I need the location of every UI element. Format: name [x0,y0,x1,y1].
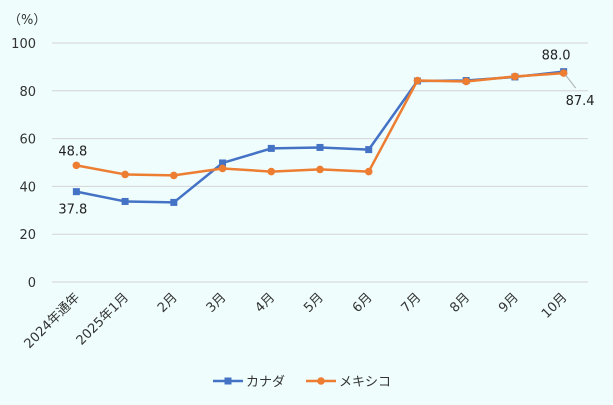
x-tick-label: 8月 [447,290,473,316]
y-tick-label: 80 [19,85,36,100]
legend-square-marker-icon [224,377,232,385]
data-label: 48.8 [58,144,87,159]
legend-label: カナダ [246,375,285,390]
y-tick-label: 100 [11,37,36,52]
data-point-marker [219,159,227,167]
data-point-marker [511,72,519,81]
y-tick-label: 40 [19,180,36,195]
data-point-marker [170,171,178,180]
data-point-marker [267,144,275,152]
data-point-marker [462,77,470,86]
data-label: 87.4 [566,94,595,109]
x-tick-label: 2月 [155,290,181,316]
x-tick-label: 2024年通年 [22,290,84,352]
data-point-marker [218,164,227,173]
y-tick-label: 0 [28,276,36,291]
data-point-marker [316,143,324,151]
data-point-marker [72,188,80,196]
y-tick-label: 60 [19,133,36,148]
legend-circle-marker-icon [317,377,325,385]
x-tick-label: 5月 [301,290,327,316]
data-point-marker [413,76,422,85]
x-tick-label: 9月 [496,290,522,316]
data-point-marker [72,161,81,170]
y-tick-label: 20 [19,228,36,243]
x-tick-label: 2025年1月 [74,290,132,348]
data-point-marker [267,167,276,176]
data-point-marker [559,69,568,77]
data-label: 88.0 [542,49,571,64]
x-tick-label: 7月 [399,290,425,316]
data-point-marker [121,170,129,179]
series-line-mexico [76,71,564,177]
y-axis-unit-label: （%） [8,13,46,28]
data-point-marker [121,197,129,205]
data-label-leader-line [565,74,577,89]
x-tick-label: 10月 [539,290,570,321]
x-tick-label: 6月 [350,290,376,316]
data-point-marker [365,146,373,154]
legend-label: メキシコ [339,375,391,390]
data-point-marker [364,167,373,176]
data-point-marker [316,165,324,174]
x-tick-label: 3月 [204,290,230,316]
data-point-marker [170,198,178,206]
x-tick-label: 4月 [252,290,278,316]
data-label: 37.8 [58,203,87,218]
